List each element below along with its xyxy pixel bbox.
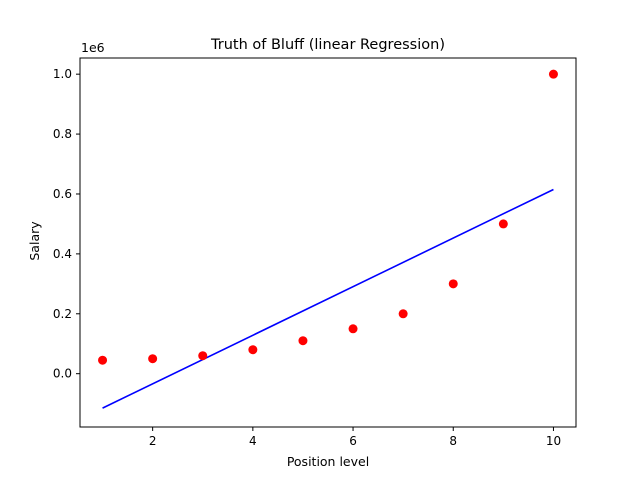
data-point [448,279,458,289]
y-tick-label: 0.8 [53,127,72,141]
x-tick-label: 2 [149,434,157,448]
y-axis-label: Salary [27,221,42,261]
data-point [498,219,508,229]
y-tick-label: 1.0 [53,67,72,81]
y-tick-label: 0.0 [53,367,72,381]
chart-title: Truth of Bluff (linear Regression) [210,37,445,53]
data-point [248,345,258,355]
x-tick-label: 10 [546,434,561,448]
x-axis-label: Position level [287,454,369,469]
data-point [398,309,408,319]
x-tick-label: 6 [349,434,357,448]
data-point [348,324,358,334]
data-point [198,351,208,361]
axes-frame [79,57,577,428]
x-tick-label: 4 [249,434,257,448]
plot-area: 2 4 6 8 10 0.0 0.2 0.4 0.6 0.8 1.0 [53,57,577,448]
y-tick-label: 0.2 [53,307,72,321]
data-point [98,355,108,365]
y-offset-label: 1e6 [81,40,105,55]
regression-line [102,188,554,409]
y-tick-label: 0.4 [53,247,72,261]
data-point [298,336,308,346]
data-point [148,354,158,364]
data-point [548,69,558,79]
y-tick-label: 0.6 [53,187,72,201]
x-tick-label: 8 [449,434,457,448]
